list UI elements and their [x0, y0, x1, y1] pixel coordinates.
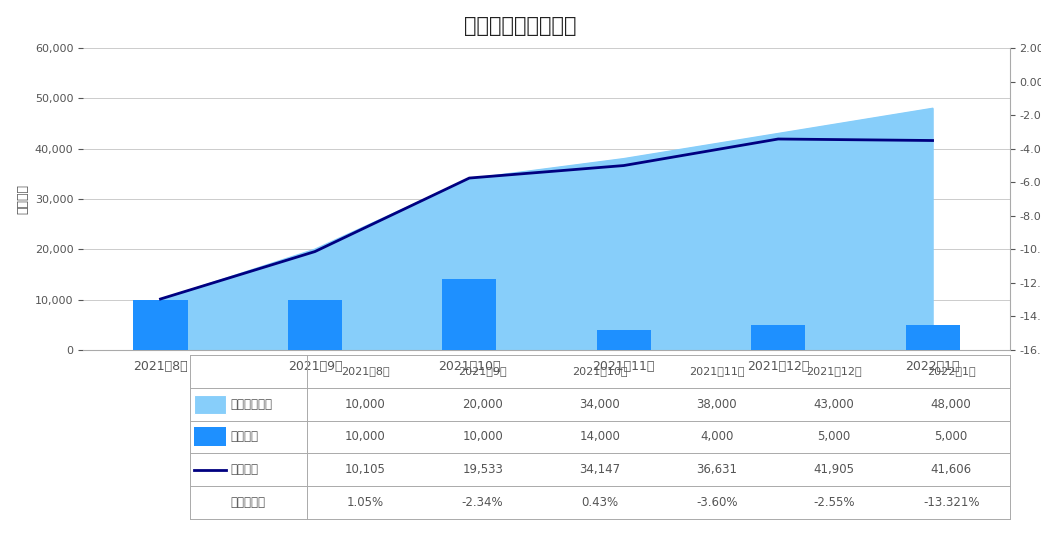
Text: 19,533: 19,533 [462, 463, 503, 476]
Text: 評価損益率: 評価損益率 [231, 496, 265, 509]
Text: 4,000: 4,000 [701, 431, 734, 443]
Bar [288, 300, 341, 350]
Text: 38,000: 38,000 [696, 398, 737, 411]
Bar [752, 325, 805, 350]
Text: 41,606: 41,606 [931, 463, 971, 476]
Text: 10,000: 10,000 [346, 431, 386, 443]
Text: 10,000: 10,000 [462, 431, 503, 443]
Text: 34,000: 34,000 [580, 398, 620, 411]
Text: 36,631: 36,631 [696, 463, 737, 476]
Text: 0.43%: 0.43% [581, 496, 618, 509]
Text: -13.321%: -13.321% [923, 496, 980, 509]
Text: 10,105: 10,105 [345, 463, 386, 476]
Text: -2.55%: -2.55% [813, 496, 855, 509]
Text: 1.05%: 1.05% [347, 496, 384, 509]
Text: -3.60%: -3.60% [696, 496, 738, 509]
Text: 20,000: 20,000 [462, 398, 503, 411]
Text: ひふみ投信運用実績: ひふみ投信運用実績 [464, 16, 577, 36]
Text: 41,905: 41,905 [814, 463, 855, 476]
Bar [442, 279, 497, 350]
Text: 2021年12月: 2021年12月 [807, 366, 862, 376]
Text: -2.34%: -2.34% [462, 496, 504, 509]
Text: 受渡金額合計: 受渡金額合計 [231, 398, 273, 411]
Text: 2021年11月: 2021年11月 [689, 366, 744, 376]
Text: 5,000: 5,000 [817, 431, 850, 443]
Text: 14,000: 14,000 [580, 431, 620, 443]
Text: 48,000: 48,000 [931, 398, 971, 411]
Text: 43,000: 43,000 [814, 398, 855, 411]
Bar [596, 330, 651, 350]
Y-axis label: 単ラベル: 単ラベル [17, 184, 29, 214]
Text: 2021年9月: 2021年9月 [458, 366, 507, 376]
Text: 2021年10月: 2021年10月 [573, 366, 628, 376]
Bar [194, 395, 226, 414]
Text: 5,000: 5,000 [935, 431, 968, 443]
Text: 2022年1月: 2022年1月 [926, 366, 975, 376]
Bar [133, 300, 187, 350]
Text: 2021年8月: 2021年8月 [341, 366, 389, 376]
Text: 評価金額: 評価金額 [231, 463, 258, 476]
Text: 受渡金額: 受渡金額 [231, 431, 258, 443]
Text: 10,000: 10,000 [346, 398, 386, 411]
Text: 34,147: 34,147 [579, 463, 620, 476]
Bar [194, 427, 226, 447]
Bar [906, 325, 960, 350]
